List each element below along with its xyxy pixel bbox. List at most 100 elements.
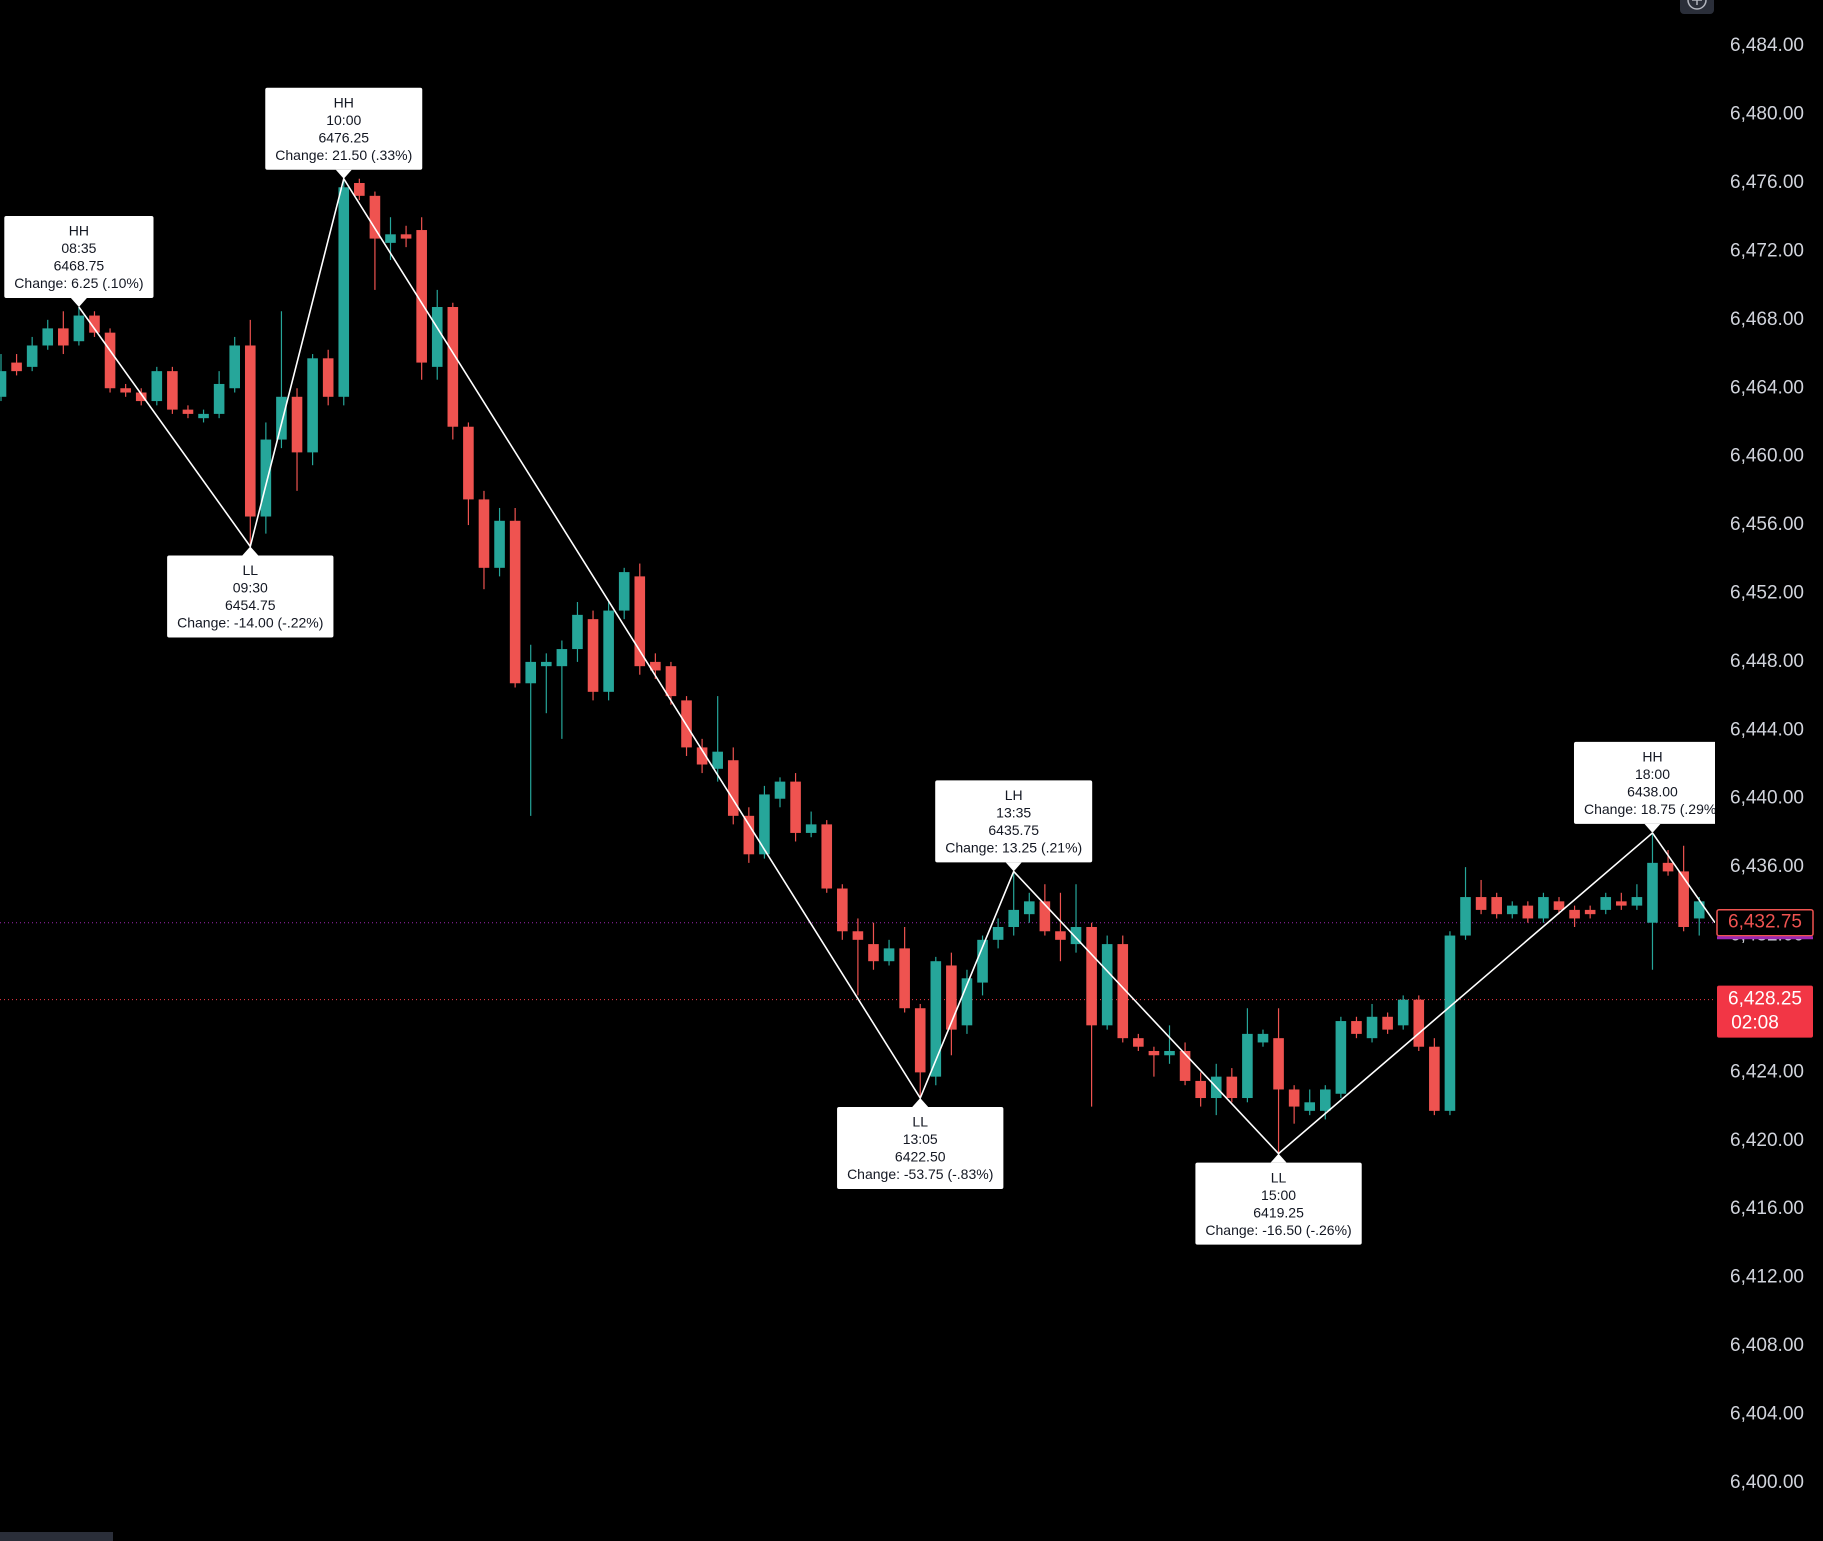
- candle-body: [1257, 1033, 1269, 1043]
- candle-body: [135, 392, 147, 402]
- pivot-pointer: [70, 298, 87, 308]
- y-tick-label: 6,420.00: [1730, 1130, 1804, 1151]
- add-icon[interactable]: [1687, 0, 1707, 10]
- candle-body: [42, 328, 54, 346]
- candle-body: [837, 888, 848, 932]
- candle-body: [26, 345, 38, 367]
- candle-body: [260, 439, 272, 517]
- candle-body: [1522, 905, 1534, 919]
- y-tick-label: 6,400.00: [1730, 1472, 1804, 1493]
- candle-body: [151, 371, 163, 402]
- candle-body: [1397, 999, 1409, 1026]
- candle-body: [790, 781, 801, 833]
- candle-body: [821, 824, 833, 889]
- candle-body: [1039, 901, 1051, 932]
- pivot-text: Change: 21.50 (.33%): [275, 147, 412, 163]
- pivot-text: 08:35: [61, 240, 96, 256]
- candle-body: [0, 371, 7, 397]
- pivot-text: HH: [334, 94, 354, 110]
- candle-body: [354, 183, 365, 196]
- candle-body: [1460, 897, 1471, 936]
- pivot-text: HH: [1642, 749, 1662, 765]
- pivot-pointer: [1270, 1153, 1287, 1163]
- scrollbar: [0, 1532, 113, 1541]
- pivot-pointer: [335, 169, 352, 179]
- pivot-text: Change: -16.50 (-.26%): [1205, 1222, 1351, 1238]
- candle-body: [541, 661, 552, 667]
- y-tick-label: 6,424.00: [1730, 1061, 1804, 1082]
- pivot-text: 6468.75: [54, 258, 105, 274]
- candle-body: [369, 195, 381, 239]
- candle-body: [665, 666, 677, 697]
- add-button[interactable]: [1680, 0, 1714, 14]
- y-tick-label: 6,460.00: [1730, 446, 1804, 467]
- candle-body: [276, 396, 287, 440]
- y-tick-label: 6,416.00: [1730, 1198, 1804, 1219]
- pivot-text: 6454.75: [225, 597, 276, 613]
- pivot-pointer: [1644, 823, 1661, 833]
- candle-body: [1429, 1046, 1440, 1111]
- candle-body: [322, 358, 334, 397]
- pivot-box: [1573, 741, 1715, 824]
- candle-body: [556, 649, 568, 667]
- candle-body: [1569, 909, 1580, 919]
- y-tick-label: 6,480.00: [1730, 104, 1804, 125]
- pivot-text: 13:05: [903, 1131, 938, 1147]
- candle-body: [774, 781, 786, 799]
- candle-body: [696, 747, 708, 765]
- candle-body: [1117, 944, 1129, 1039]
- candle-body: [89, 315, 100, 333]
- pivot-text: Change: 18.75 (.29%): [1584, 801, 1721, 817]
- candle-body: [1133, 1038, 1144, 1047]
- candle-body: [1164, 1050, 1175, 1056]
- candle-body: [618, 572, 630, 611]
- candle-body: [229, 345, 240, 389]
- y-tick-label: 6,456.00: [1730, 514, 1804, 535]
- candle-body: [930, 961, 942, 1077]
- candle-body: [1304, 1102, 1316, 1111]
- candle-body: [1475, 897, 1487, 910]
- candle-body: [992, 926, 1004, 940]
- pivot-box: [837, 1107, 1004, 1190]
- y-tick-label: 6,468.00: [1730, 309, 1804, 330]
- candle-body: [1055, 931, 1066, 940]
- candle-body: [58, 328, 69, 346]
- candle-body: [1320, 1089, 1331, 1111]
- pivot-text: 6476.25: [318, 129, 369, 145]
- price-axis: 6,484.00 6,480.00 6,476.00 6,472.00 6,468.00…: [1715, 35, 1814, 1493]
- candle-body: [977, 939, 988, 983]
- candle-body: [431, 307, 443, 367]
- candle-body: [727, 760, 739, 816]
- pivot-text: 09:30: [233, 580, 268, 596]
- candle-body: [759, 794, 770, 855]
- candle-body: [1584, 909, 1596, 915]
- price-label: 6,428.25: [1728, 989, 1802, 1010]
- candle-body: [244, 345, 256, 517]
- pivot-text: 18:00: [1635, 766, 1670, 782]
- candle-body: [1366, 1016, 1378, 1039]
- candle-body: [712, 751, 723, 769]
- candle-body: [634, 576, 646, 667]
- pivot-text: LL: [912, 1114, 928, 1130]
- candle-body: [338, 187, 350, 397]
- y-tick-label: 6,444.00: [1730, 719, 1804, 740]
- candle-body: [1070, 926, 1082, 945]
- pivot-text: 6422.50: [895, 1149, 946, 1165]
- pivot-pointer: [242, 546, 259, 556]
- pivot-text: Change: -14.00 (-.22%): [177, 615, 323, 631]
- candle-body: [167, 371, 178, 410]
- candle-body: [1023, 901, 1035, 915]
- candle-body: [463, 426, 474, 500]
- candle-body: [1647, 862, 1658, 923]
- candle-body: [447, 307, 459, 427]
- y-tick-label: 6,408.00: [1730, 1335, 1804, 1356]
- candle-body: [572, 614, 583, 650]
- pivot-text: 15:00: [1261, 1187, 1296, 1203]
- candle-body: [416, 230, 427, 363]
- candle-body: [1553, 901, 1565, 910]
- price-label-box: [1716, 908, 1814, 937]
